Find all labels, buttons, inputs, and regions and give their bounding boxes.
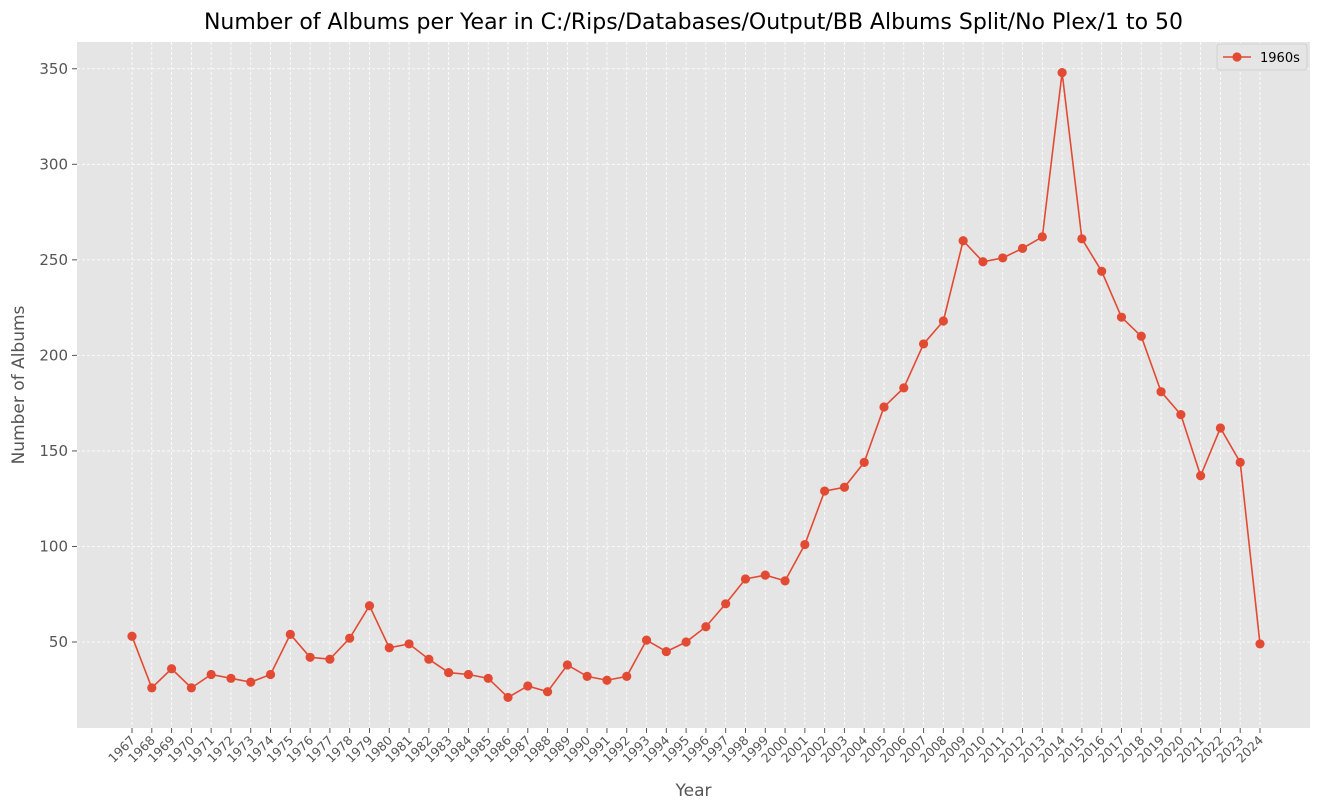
data-point — [246, 677, 256, 687]
data-point — [463, 669, 474, 680]
data-point — [147, 683, 157, 693]
grid-lines — [77, 42, 1310, 728]
data-point — [1235, 457, 1245, 467]
data-point — [1037, 232, 1047, 242]
data-point — [127, 631, 137, 641]
data-point — [206, 669, 216, 680]
data-point — [800, 539, 810, 550]
x-axis-label: Year — [675, 781, 712, 801]
y-tick-label: 250 — [39, 251, 68, 269]
legend: 1960s — [1216, 43, 1308, 71]
data-point — [542, 687, 553, 697]
data-point — [899, 383, 909, 393]
data-point — [820, 486, 830, 496]
data-point — [1156, 387, 1166, 397]
data-point — [622, 671, 632, 682]
data-point — [503, 692, 513, 703]
data-point — [1097, 266, 1107, 276]
data-point — [740, 574, 751, 584]
data-point — [285, 629, 295, 639]
y-tick-label: 150 — [39, 442, 68, 460]
data-point — [641, 635, 652, 645]
y-axis-ticks: 50 100 150 200 250 300 350 — [39, 60, 77, 651]
data-point — [1196, 471, 1206, 481]
data-point — [859, 457, 869, 467]
data-point — [721, 599, 731, 609]
y-tick-label: 300 — [39, 155, 68, 173]
data-point — [265, 669, 276, 680]
data-point — [1176, 410, 1186, 420]
data-point — [1136, 331, 1146, 341]
x-axis-ticks: 1967196819691970197119721973197419751976… — [105, 728, 1266, 766]
data-point — [562, 660, 572, 670]
data-point — [661, 646, 671, 657]
data-point — [384, 643, 394, 653]
data-point — [780, 576, 790, 586]
data-point — [1057, 67, 1067, 78]
series-line — [131, 72, 1261, 699]
y-tick-label: 50 — [49, 633, 68, 651]
data-point — [938, 316, 948, 326]
plot-area — [77, 42, 1310, 728]
legend-label: 1960s — [1260, 51, 1300, 66]
data-point — [1215, 423, 1226, 433]
data-point — [166, 664, 177, 674]
data-series — [127, 67, 1265, 703]
data-point — [404, 639, 414, 649]
data-point — [186, 683, 196, 693]
data-point — [879, 402, 889, 412]
data-point — [345, 633, 355, 643]
data-point — [918, 339, 929, 349]
data-point — [978, 257, 988, 267]
data-point — [523, 681, 533, 691]
data-point — [998, 253, 1008, 263]
legend-marker — [1232, 52, 1242, 62]
data-point — [681, 637, 691, 647]
y-tick-label: 100 — [39, 537, 68, 555]
data-point — [958, 236, 968, 246]
data-point — [364, 601, 375, 611]
data-point — [424, 654, 434, 664]
y-tick-label: 350 — [39, 60, 68, 78]
data-point — [483, 673, 493, 683]
chart-title: Number of Albums per Year in C:/Rips/Dat… — [204, 10, 1183, 35]
data-point — [1077, 234, 1087, 244]
y-tick-label: 200 — [39, 346, 68, 364]
data-point — [1116, 312, 1127, 322]
data-point — [701, 622, 711, 632]
data-point — [444, 667, 454, 678]
data-point — [226, 673, 236, 683]
data-point — [760, 570, 770, 580]
data-point — [602, 675, 612, 685]
data-point — [1017, 243, 1028, 253]
data-point — [1255, 639, 1265, 649]
legend-box — [1216, 43, 1308, 71]
data-point — [305, 652, 315, 662]
data-point — [325, 654, 335, 664]
y-axis-label: Number of Albums — [9, 305, 29, 464]
data-point — [839, 482, 850, 492]
data-point — [582, 671, 592, 682]
